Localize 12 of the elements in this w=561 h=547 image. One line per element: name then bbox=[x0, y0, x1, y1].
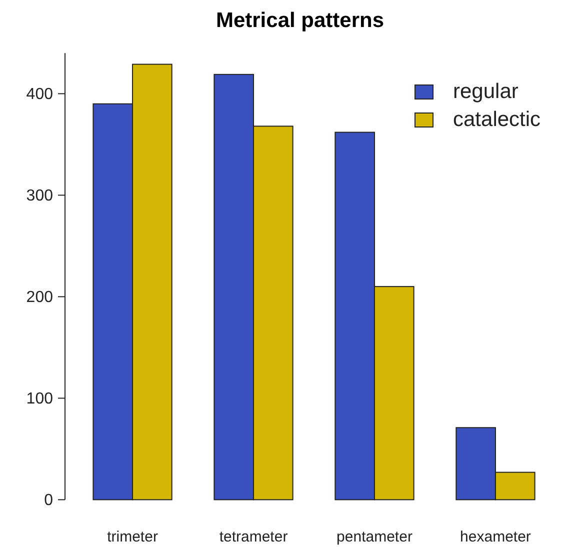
y-tick-label: 200 bbox=[26, 288, 54, 306]
x-tick-label: hexameter bbox=[460, 528, 531, 546]
chart-title: Metrical patterns bbox=[216, 9, 384, 32]
legend-label: regular bbox=[453, 80, 518, 103]
y-tick-label: 400 bbox=[26, 86, 54, 103]
x-tick-label: tetrameter bbox=[219, 528, 288, 546]
y-tick-label: 100 bbox=[26, 390, 54, 408]
y-tick-label: 0 bbox=[44, 492, 54, 509]
legend-label: catalectic bbox=[453, 108, 541, 131]
y-tick-label: 300 bbox=[26, 187, 54, 204]
x-tick-label: trimeter bbox=[107, 528, 158, 546]
x-tick-label: pentameter bbox=[336, 528, 412, 546]
